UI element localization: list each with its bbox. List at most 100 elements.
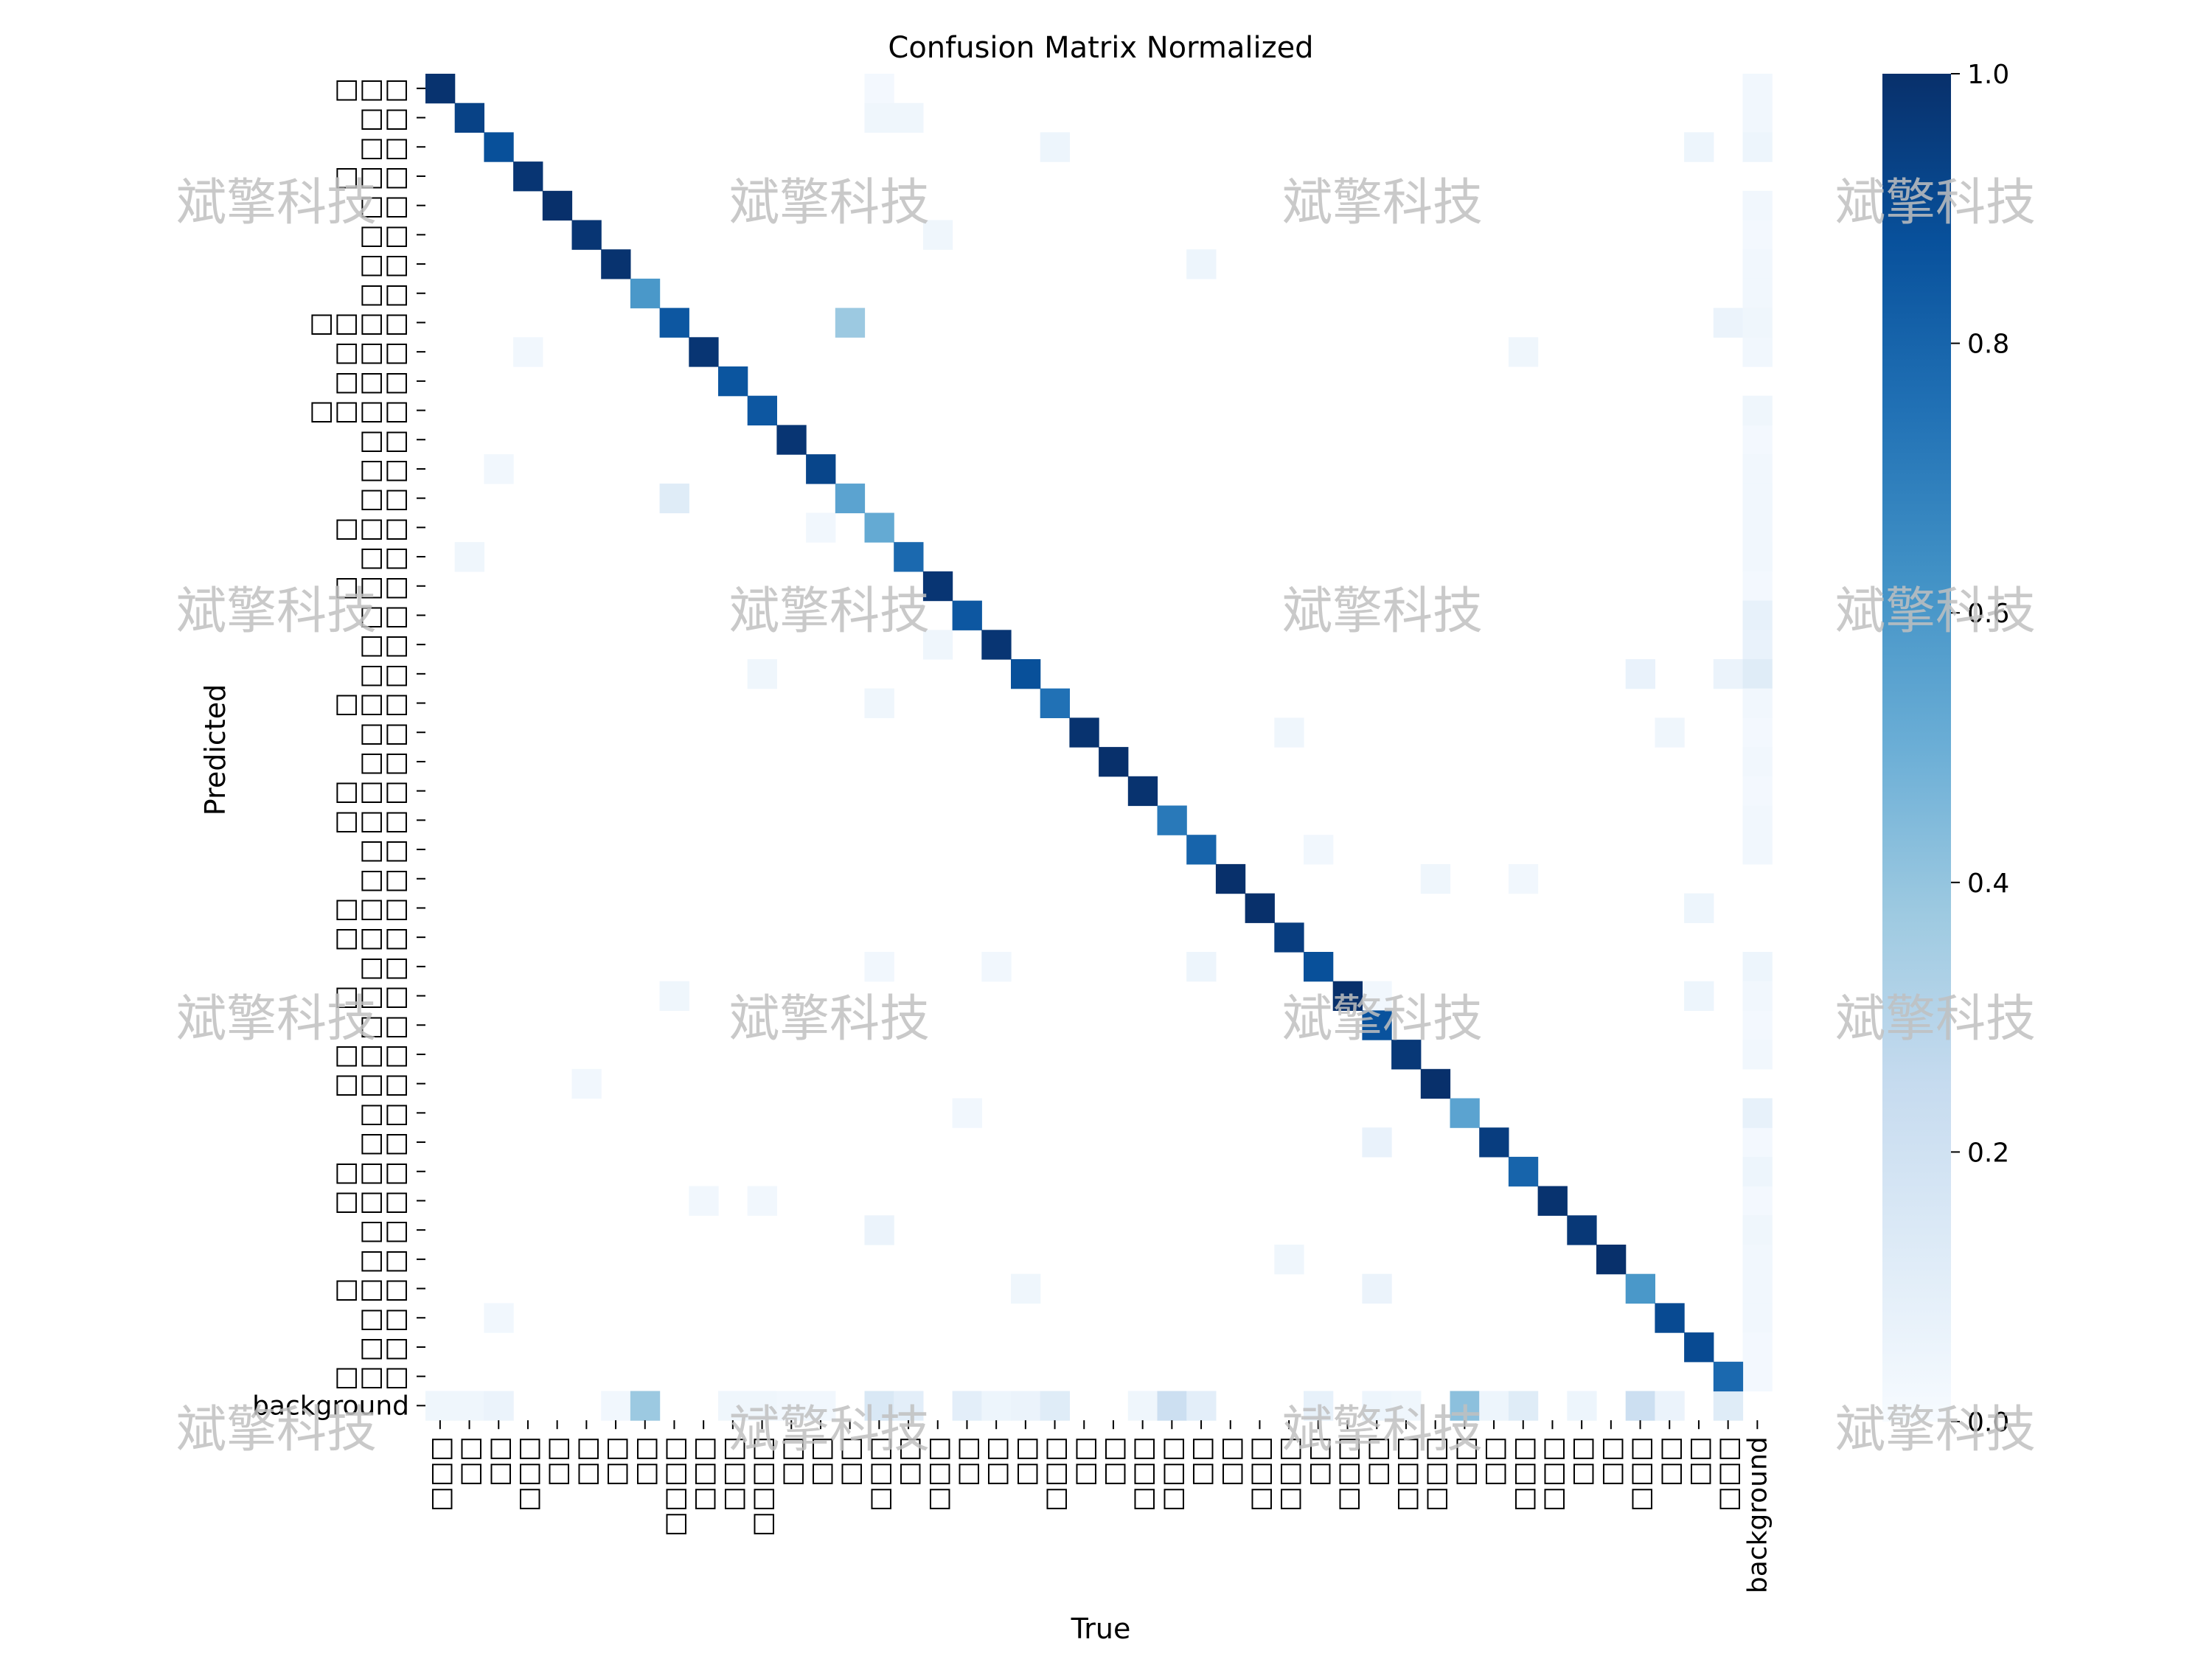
cell bbox=[1127, 1391, 1158, 1421]
cell-diagonal bbox=[630, 278, 661, 309]
cell bbox=[747, 1391, 777, 1421]
x-tick-label: □□□ bbox=[1509, 1436, 1539, 1512]
x-tick-label: □□ bbox=[1362, 1436, 1392, 1486]
cell-faint bbox=[1742, 220, 1773, 250]
cell-diagonal bbox=[1304, 952, 1334, 982]
x-tick-label: □□□ bbox=[425, 1436, 456, 1512]
x-tick-label: □□ bbox=[1099, 1436, 1129, 1486]
y-tick-label: □□ bbox=[359, 1245, 409, 1275]
cell-diagonal bbox=[1186, 835, 1217, 865]
cell bbox=[747, 659, 777, 689]
y-tick-label: □□ bbox=[359, 600, 409, 630]
cell bbox=[1742, 835, 1773, 865]
cell bbox=[1274, 717, 1304, 748]
y-tick-label: □□ bbox=[359, 1303, 409, 1333]
cell-diagonal bbox=[1332, 981, 1363, 1011]
y-tick-label: □□ bbox=[359, 659, 409, 689]
cell bbox=[1713, 659, 1744, 689]
y-tick-label: □□□ bbox=[334, 805, 409, 835]
cell bbox=[981, 952, 1012, 982]
cell-faint bbox=[1742, 717, 1773, 748]
cell bbox=[1742, 1040, 1773, 1070]
cell bbox=[894, 1391, 924, 1421]
cell-diagonal bbox=[689, 337, 719, 367]
cell bbox=[1274, 1245, 1304, 1275]
x-tick-label: □□ bbox=[1069, 1436, 1099, 1486]
cell bbox=[835, 307, 866, 338]
cell bbox=[1567, 1391, 1597, 1421]
colorbar-tick-label: 0.2 bbox=[1967, 1138, 2009, 1168]
x-tick-label: □□□ bbox=[1128, 1436, 1158, 1512]
y-tick-label: □□ bbox=[359, 1098, 409, 1128]
y-tick-label: □□ bbox=[359, 1127, 409, 1158]
cell bbox=[806, 512, 836, 543]
cell bbox=[1684, 132, 1714, 162]
cell bbox=[1742, 74, 1773, 104]
x-tick-label: □□□ bbox=[1626, 1436, 1656, 1512]
y-tick-label: □□□□ bbox=[309, 396, 409, 426]
cell-diagonal bbox=[484, 132, 514, 162]
cell-diagonal bbox=[718, 366, 748, 397]
x-tick-label: □□□ bbox=[1391, 1436, 1422, 1512]
cell-faint bbox=[1742, 1186, 1773, 1216]
x-tick-label: □□ bbox=[601, 1436, 631, 1486]
y-axis-label: Predicted bbox=[199, 684, 232, 815]
x-tick-label: □□ bbox=[1186, 1436, 1217, 1486]
cell bbox=[806, 1391, 836, 1421]
cell-diagonal bbox=[1040, 688, 1070, 718]
cell bbox=[484, 1303, 514, 1333]
cell bbox=[1742, 190, 1773, 221]
cell-diagonal bbox=[1127, 776, 1158, 807]
x-tick-label: □□□ bbox=[1333, 1436, 1363, 1512]
heatmap-cells bbox=[425, 74, 1773, 1421]
cell-diagonal bbox=[1450, 1098, 1480, 1128]
x-tick-label: □□ bbox=[981, 1436, 1012, 1486]
y-tick-label: □□□ bbox=[334, 1040, 409, 1070]
watermark: 斌擎科技 bbox=[1282, 990, 1483, 1048]
x-tick-label: □□□ bbox=[1040, 1436, 1071, 1512]
y-tick-label: □□□ bbox=[334, 1362, 409, 1392]
y-tick-label: □□□ bbox=[334, 776, 409, 807]
cell-diagonal bbox=[1099, 747, 1129, 777]
cell bbox=[1362, 1273, 1392, 1304]
cell-faint bbox=[1742, 776, 1773, 807]
cell-diagonal bbox=[1655, 1303, 1685, 1333]
cell-diagonal bbox=[1157, 805, 1187, 835]
y-tick-label: □□□ bbox=[334, 74, 409, 104]
y-tick-label: □□□ bbox=[334, 571, 409, 602]
y-tick-label: □□ bbox=[359, 279, 409, 309]
y-axis-ticks: □□□□□□□□□□□□□□□□□□□□□□□□□□□□□□□□□□□□□□□□… bbox=[252, 74, 425, 1421]
colorbar bbox=[1882, 74, 1951, 1422]
cell-diagonal bbox=[1215, 863, 1246, 894]
cell-diagonal bbox=[835, 483, 866, 514]
watermark: 斌擎科技 bbox=[176, 990, 377, 1048]
y-tick-label: □□ bbox=[359, 484, 409, 514]
cell-faint bbox=[1742, 571, 1773, 602]
cell bbox=[1742, 1156, 1773, 1187]
cell-diagonal bbox=[571, 220, 602, 250]
x-tick-label: □□□ bbox=[923, 1436, 953, 1512]
y-tick-label: □□ bbox=[359, 132, 409, 162]
cell bbox=[484, 1391, 514, 1421]
cell-diagonal bbox=[981, 630, 1012, 660]
watermark: 斌擎科技 bbox=[1282, 174, 1483, 232]
cell bbox=[1508, 1391, 1539, 1421]
cell bbox=[1040, 1391, 1070, 1421]
x-tick-label: □□ bbox=[1304, 1436, 1334, 1486]
cell bbox=[1479, 1391, 1509, 1421]
x-tick-label: □□ bbox=[1450, 1436, 1480, 1486]
cell-diagonal bbox=[1391, 1040, 1422, 1070]
x-tick-label: □□ bbox=[1479, 1436, 1509, 1486]
y-tick-label: □□ bbox=[359, 630, 409, 660]
colorbar-tick-label: 0.0 bbox=[1967, 1408, 2009, 1438]
cell bbox=[922, 630, 953, 660]
cell-diagonal bbox=[1596, 1245, 1627, 1275]
cell bbox=[864, 1391, 894, 1421]
cell-diagonal bbox=[1011, 659, 1041, 689]
cell bbox=[864, 1215, 894, 1245]
cell bbox=[1362, 1391, 1392, 1421]
cell bbox=[1655, 717, 1685, 748]
cell bbox=[1508, 337, 1539, 367]
cell bbox=[1742, 454, 1773, 484]
x-tick-label: □□□ bbox=[1714, 1436, 1744, 1512]
